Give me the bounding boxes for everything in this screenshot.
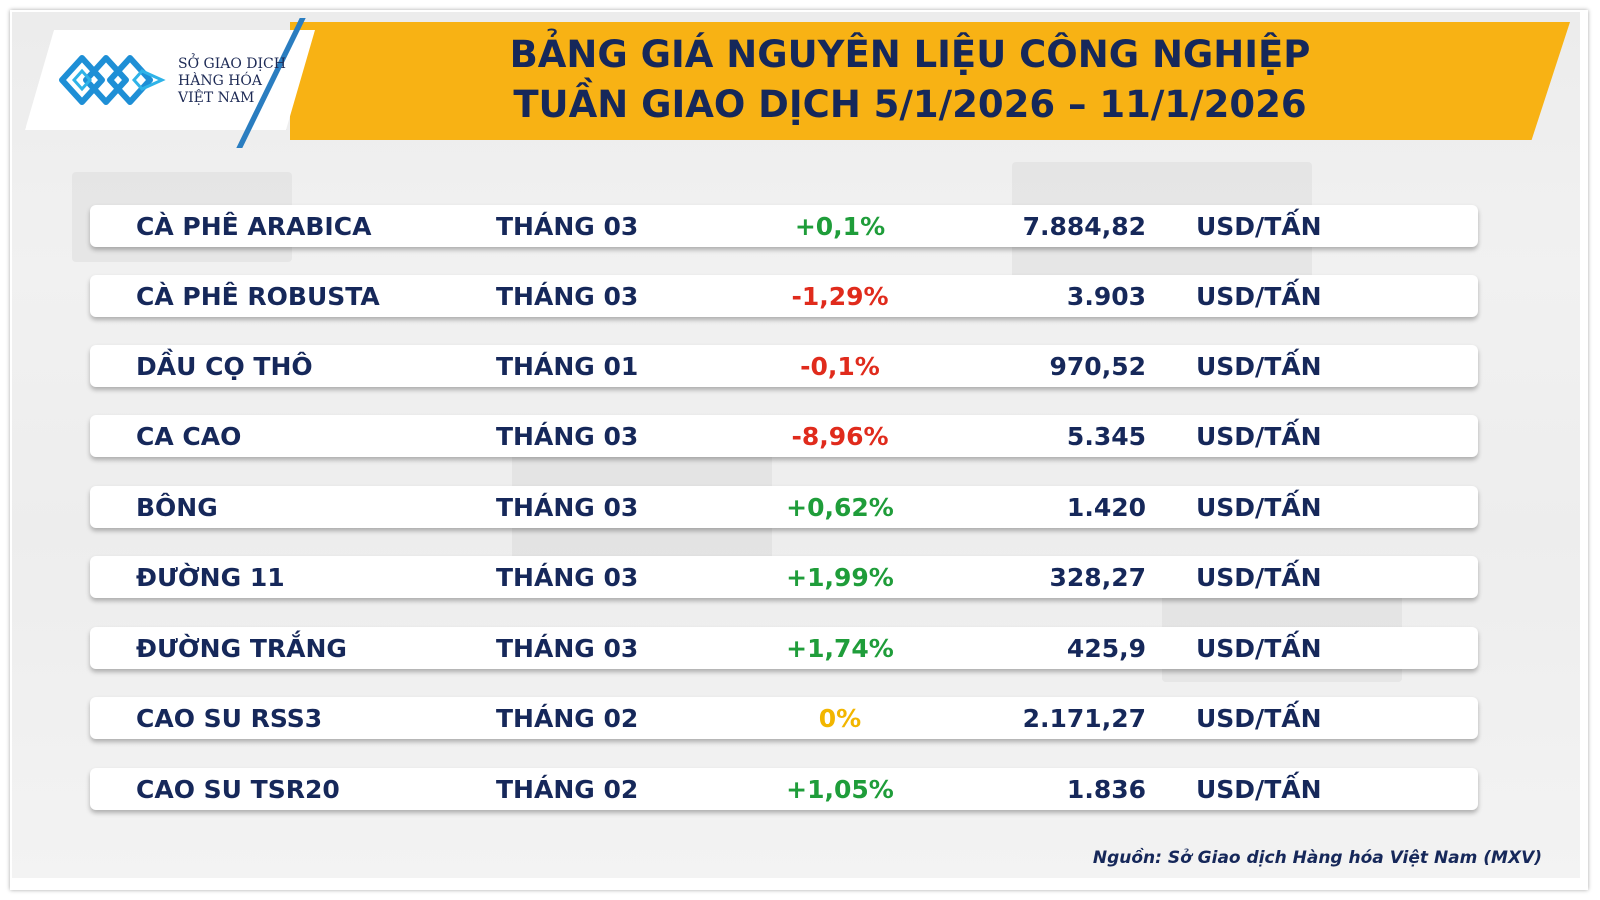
price-change: -0,1% (800, 352, 880, 381)
title-line-1: BẢNG GIÁ NGUYÊN LIỆU CÔNG NGHIỆP (509, 33, 1311, 76)
table-row: ĐƯỜNG TRẮNG THÁNG 03 +1,74% 425,9 USD/TẤN (90, 627, 1478, 669)
contract-month: THÁNG 02 (496, 704, 639, 733)
table-row: CAO SU RSS3 THÁNG 02 0% 2.171,27 USD/TẤN (90, 697, 1478, 739)
price-unit: USD/TẤN (1196, 704, 1322, 733)
contract-month: THÁNG 03 (496, 493, 639, 522)
price-unit: USD/TẤN (1196, 634, 1322, 663)
price-value: 328,27 (1049, 563, 1146, 592)
price-value: 970,52 (1049, 352, 1146, 381)
source-note: Nguồn: Sở Giao dịch Hàng hóa Việt Nam (M… (1092, 848, 1542, 868)
page-title: BẢNG GIÁ NGUYÊN LIỆU CÔNG NGHIỆP TUẦN GI… (360, 30, 1460, 130)
contract-month: THÁNG 03 (496, 422, 639, 451)
title-line-2: TUẦN GIAO DỊCH 5/1/2026 – 11/1/2026 (513, 83, 1307, 126)
mxv-logo-icon (59, 55, 166, 105)
table-row: BÔNG THÁNG 03 +0,62% 1.420 USD/TẤN (90, 486, 1478, 528)
logo-line: SỞ GIAO DỊCH (178, 56, 286, 72)
price-unit: USD/TẤN (1196, 282, 1322, 311)
header-banner (290, 22, 1570, 140)
table-row: CÀ PHÊ ARABICA THÁNG 03 +0,1% 7.884,82 USD/T… (90, 205, 1478, 247)
commodity-name: CÀ PHÊ ARABICA (136, 212, 372, 241)
price-unit: USD/TẤN (1196, 212, 1322, 241)
price-value: 5.345 (1066, 422, 1146, 451)
price-change: +0,1% (794, 212, 886, 241)
contract-month: THÁNG 01 (496, 352, 639, 381)
price-value: 7.884,82 (1022, 212, 1146, 241)
commodity-name: ĐƯỜNG 11 (136, 563, 285, 592)
contract-month: THÁNG 03 (496, 212, 639, 241)
commodity-name: CÀ PHÊ ROBUSTA (136, 282, 380, 311)
logo-text: SỞ GIAO DỊCH HÀNG HÓA VIỆT NAM (178, 56, 286, 107)
price-value: 425,9 (1066, 634, 1146, 663)
contract-month: THÁNG 03 (496, 634, 639, 663)
commodity-name: BÔNG (136, 493, 218, 522)
commodity-name: ĐƯỜNG TRẮNG (136, 634, 347, 663)
commodity-name: CAO SU RSS3 (136, 704, 323, 733)
price-change: +0,62% (786, 493, 894, 522)
commodity-name: DẦU CỌ THÔ (136, 352, 313, 381)
logo-line: HÀNG HÓA (178, 73, 262, 89)
contract-month: THÁNG 03 (496, 563, 639, 592)
contract-month: THÁNG 02 (496, 775, 639, 804)
price-unit: USD/TẤN (1196, 422, 1322, 451)
commodity-name: CA CAO (136, 422, 242, 451)
commodity-name: CAO SU TSR20 (136, 775, 340, 804)
price-value: 3.903 (1066, 282, 1146, 311)
table-row: ĐƯỜNG 11 THÁNG 03 +1,99% 328,27 USD/TẤN (90, 556, 1478, 598)
price-change: +1,74% (786, 634, 894, 663)
price-value: 1.420 (1066, 493, 1146, 522)
table-row: CÀ PHÊ ROBUSTA THÁNG 03 -1,29% 3.903 USD/TẤN (90, 275, 1478, 317)
contract-month: THÁNG 03 (496, 282, 639, 311)
price-value: 2.171,27 (1022, 704, 1146, 733)
price-unit: USD/TẤN (1196, 775, 1322, 804)
price-unit: USD/TẤN (1196, 563, 1322, 592)
price-unit: USD/TẤN (1196, 493, 1322, 522)
price-change: +1,05% (786, 775, 894, 804)
logo-line: VIỆT NAM (178, 90, 255, 106)
table-row: CAO SU TSR20 THÁNG 02 +1,05% 1.836 USD/TẤN (90, 768, 1478, 810)
table-row: CA CAO THÁNG 03 -8,96% 5.345 USD/TẤN (90, 415, 1478, 457)
table-row: DẦU CỌ THÔ THÁNG 01 -0,1% 970,52 USD/TẤN (90, 345, 1478, 387)
price-change: -1,29% (791, 282, 889, 311)
price-value: 1.836 (1066, 775, 1146, 804)
price-change: +1,99% (786, 563, 894, 592)
price-unit: USD/TẤN (1196, 352, 1322, 381)
price-change: 0% (818, 704, 862, 733)
price-change: -8,96% (791, 422, 889, 451)
